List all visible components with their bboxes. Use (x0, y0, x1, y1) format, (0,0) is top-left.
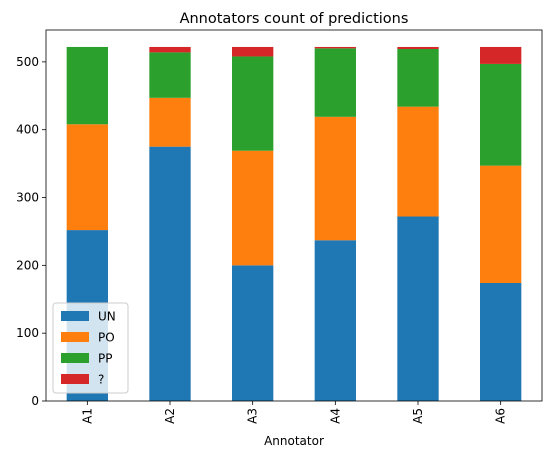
legend-label-PP: PP (98, 352, 112, 366)
bar-A2-PP (149, 52, 191, 98)
legend-swatch-PP (61, 353, 89, 363)
y-axis: 0 100 200 300 400 500 (16, 55, 46, 408)
bars-layer (66, 46, 522, 401)
legend-label-PO: PO (98, 331, 115, 345)
legend-swatch-PO (61, 332, 89, 342)
bar-A6-PO (480, 165, 522, 283)
y-tick-label: 100 (16, 326, 39, 340)
x-tick-label: A3 (246, 408, 260, 424)
bar-A3-PO (232, 150, 274, 266)
bar-A2-? (149, 46, 191, 53)
legend-box (52, 302, 129, 394)
bar-A5-UN (397, 216, 439, 401)
x-tick-label: A1 (80, 408, 94, 424)
y-tick-label: 500 (16, 55, 39, 69)
bar-A6-? (480, 46, 522, 64)
bar-A1-PP (66, 46, 108, 125)
bar-A4-PP (314, 48, 356, 117)
y-tick-label: 0 (31, 394, 39, 408)
legend-swatch-UN (61, 311, 89, 321)
bar-A3-PP (232, 56, 274, 151)
x-tick-label: A4 (328, 408, 342, 424)
legend-label-UN: UN (98, 310, 116, 324)
x-axis: A1 A2 A3 A4 A5 A6 (80, 401, 508, 424)
y-tick-label: 200 (16, 258, 39, 272)
bar-A5-PO (397, 106, 439, 217)
y-tick-label: 300 (16, 191, 39, 205)
x-axis-label: Annotator (264, 434, 324, 448)
y-tick-label: 400 (16, 123, 39, 137)
bar-A3-UN (232, 265, 274, 401)
legend-label-?: ? (98, 373, 104, 387)
bar-A5-? (397, 46, 439, 49)
chart-title: Annotators count of predictions (180, 11, 409, 27)
bar-A4-UN (314, 240, 356, 401)
bar-A1-PO (66, 124, 108, 231)
bar-A2-PO (149, 97, 191, 147)
bar-A5-PP (397, 48, 439, 107)
bar-A4-? (314, 46, 356, 49)
bar-A3-? (232, 46, 274, 57)
legend-swatch-? (61, 374, 89, 384)
bar-A6-PP (480, 63, 522, 166)
x-tick-label: A2 (163, 408, 177, 424)
bar-A2-UN (149, 146, 191, 401)
x-tick-label: A5 (411, 408, 425, 424)
bar-A4-PO (314, 116, 356, 241)
x-tick-label: A6 (494, 408, 508, 424)
plot-frame (45, 29, 543, 402)
bar-A6-UN (480, 282, 522, 401)
legend: UN PO PP? (52, 302, 129, 394)
